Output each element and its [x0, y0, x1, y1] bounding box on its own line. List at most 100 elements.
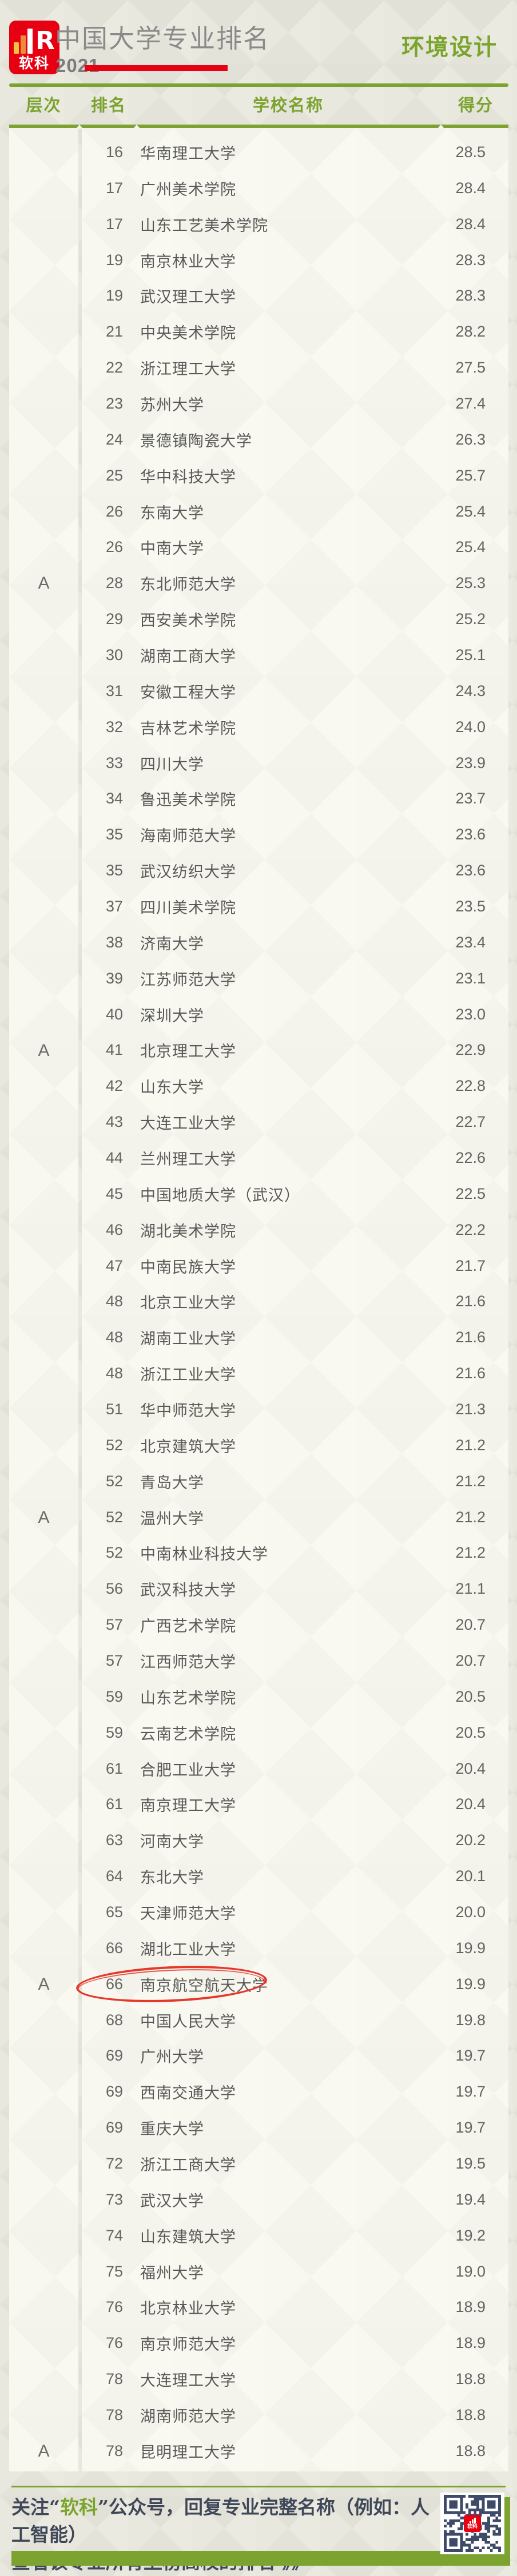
page-title: 中国大学专业排名 [55, 24, 271, 53]
row-school-name: 北京工业大学 [140, 1294, 236, 1312]
row-rank: 59 [105, 1687, 123, 1705]
row-score: 23.5 [455, 897, 486, 915]
row-rank: 48 [105, 1365, 123, 1382]
row-rank: 37 [105, 897, 123, 915]
table-row: 76 北京林业大学 18.9 [82, 2290, 508, 2326]
row-school-name: 中南民族大学 [140, 1258, 236, 1276]
row-school-name: 深圳大学 [140, 1007, 204, 1025]
row-score: 22.2 [455, 1221, 486, 1238]
row-rank: 57 [105, 1652, 123, 1670]
row-school-name: 江西师范大学 [140, 1654, 236, 1671]
tier-label: A [38, 1041, 50, 1060]
row-rank: 72 [105, 2155, 123, 2173]
qr-center-logo: 软科 [464, 2515, 481, 2532]
table-row: 52 青岛大学 21.2 [82, 1463, 508, 1499]
row-score: 20.5 [455, 1723, 486, 1741]
row-score: 18.9 [455, 2298, 486, 2316]
table-row: 21 中央美术学院 28.2 [82, 314, 508, 350]
row-score: 23.4 [455, 933, 486, 951]
row-score: 27.5 [455, 359, 486, 377]
table-row: 43 大连工业大学 22.7 [82, 1104, 508, 1140]
row-rank: 74 [105, 2226, 123, 2244]
row-school-name: 中南大学 [140, 540, 204, 558]
row-school-name: 中国人民大学 [140, 2013, 236, 2030]
table-row: 59 山东艺术学院 20.5 [82, 1679, 508, 1715]
row-rank: 38 [105, 933, 123, 951]
tier-column: A A A A A [9, 128, 78, 2471]
table-row: 31 安徽工程大学 24.3 [82, 673, 508, 709]
row-school-name: 浙江理工大学 [140, 361, 236, 378]
row-school-name: 济南大学 [140, 935, 204, 953]
row-rank: 40 [105, 1005, 123, 1023]
footer-brand: 软科 [59, 2496, 98, 2518]
row-school-name: 中南林业科技大学 [140, 1546, 268, 1563]
row-score: 25.2 [455, 610, 486, 628]
logo-bar-1 [14, 42, 19, 54]
table-row: 44 兰州理工大学 22.6 [82, 1140, 508, 1176]
table-row: 64 东北大学 20.1 [82, 1858, 508, 1894]
row-score: 27.4 [455, 394, 486, 412]
row-score: 19.0 [455, 2262, 486, 2280]
row-rank: 69 [105, 2083, 123, 2101]
row-school-name: 山东建筑大学 [140, 2228, 236, 2246]
row-rank: 51 [105, 1401, 123, 1418]
column-header-tier: 层次 [26, 97, 62, 115]
row-rank: 44 [105, 1149, 123, 1166]
table-row: 48 北京工业大学 21.6 [82, 1284, 508, 1320]
row-school-name: 南京林业大学 [140, 253, 236, 270]
table-row: 39 江苏师范大学 23.1 [82, 961, 508, 997]
row-school-name: 四川美术学院 [140, 899, 236, 917]
row-rank: 75 [105, 2262, 123, 2280]
row-school-name: 湖北美术学院 [140, 1222, 236, 1240]
table-row: 61 南京理工大学 20.4 [82, 1787, 508, 1823]
row-rank: 69 [105, 2119, 123, 2137]
row-score: 20.2 [455, 1831, 486, 1849]
row-rank: 32 [105, 718, 123, 735]
row-rank: 76 [105, 2298, 123, 2316]
row-school-name: 浙江工业大学 [140, 1366, 236, 1384]
row-school-name: 武汉大学 [140, 2192, 204, 2210]
row-school-name: 广州美术学院 [140, 181, 236, 198]
footer-line1-suffix: ”公众号，回复专业完整名称（例如：人工智能） [11, 2496, 429, 2546]
table-row: 72 浙江工商大学 19.5 [82, 2146, 508, 2182]
row-rank: 52 [105, 1508, 123, 1526]
table-row: 26 东南大学 25.4 [82, 494, 508, 530]
table-row: 52 北京建筑大学 21.2 [82, 1427, 508, 1463]
row-school-name: 中央美术学院 [140, 325, 236, 342]
table-row: 48 浙江工业大学 21.6 [82, 1355, 508, 1391]
table-row: 78 湖南师范大学 18.8 [82, 2397, 508, 2433]
row-school-name: 北京林业大学 [140, 2300, 236, 2318]
table-row: 65 天津师范大学 20.0 [82, 1894, 508, 1930]
row-school-name: 山东大学 [140, 1079, 204, 1097]
table-row: 68 中国人民大学 19.8 [82, 2002, 508, 2038]
row-school-name: 西南交通大学 [140, 2085, 236, 2102]
row-rank: 29 [105, 610, 123, 628]
row-score: 22.8 [455, 1077, 486, 1095]
table-row: 73 武汉大学 19.4 [82, 2182, 508, 2218]
row-score: 21.2 [455, 1508, 486, 1526]
row-rank: 19 [105, 251, 123, 269]
row-score: 21.2 [455, 1544, 486, 1562]
table-row: 24 景德镇陶瓷大学 26.3 [82, 422, 508, 458]
row-school-name: 合肥工业大学 [140, 1761, 236, 1779]
row-school-name: 北京理工大学 [140, 1043, 236, 1061]
row-school-name: 浙江工商大学 [140, 2157, 236, 2174]
row-rank: 23 [105, 394, 123, 412]
table-row: 22 浙江理工大学 27.5 [82, 350, 508, 386]
row-rank: 78 [105, 2406, 123, 2424]
row-score: 21.2 [455, 1472, 486, 1490]
row-school-name: 南京理工大学 [140, 1797, 236, 1815]
table-row: 38 济南大学 23.4 [82, 925, 508, 961]
table-row: 75 福州大学 19.0 [82, 2254, 508, 2290]
row-rank: 22 [105, 359, 123, 377]
table-row: 74 山东建筑大学 19.2 [82, 2218, 508, 2254]
row-score: 18.9 [455, 2334, 486, 2352]
table-row: 63 河南大学 20.2 [82, 1822, 508, 1858]
row-school-name: 重庆大学 [140, 2121, 204, 2138]
row-school-name: 福州大学 [140, 2264, 204, 2282]
row-score: 19.9 [455, 1975, 486, 1993]
row-school-name: 南京师范大学 [140, 2336, 236, 2354]
table-header-rule [9, 125, 508, 129]
row-rank: 59 [105, 1723, 123, 1741]
